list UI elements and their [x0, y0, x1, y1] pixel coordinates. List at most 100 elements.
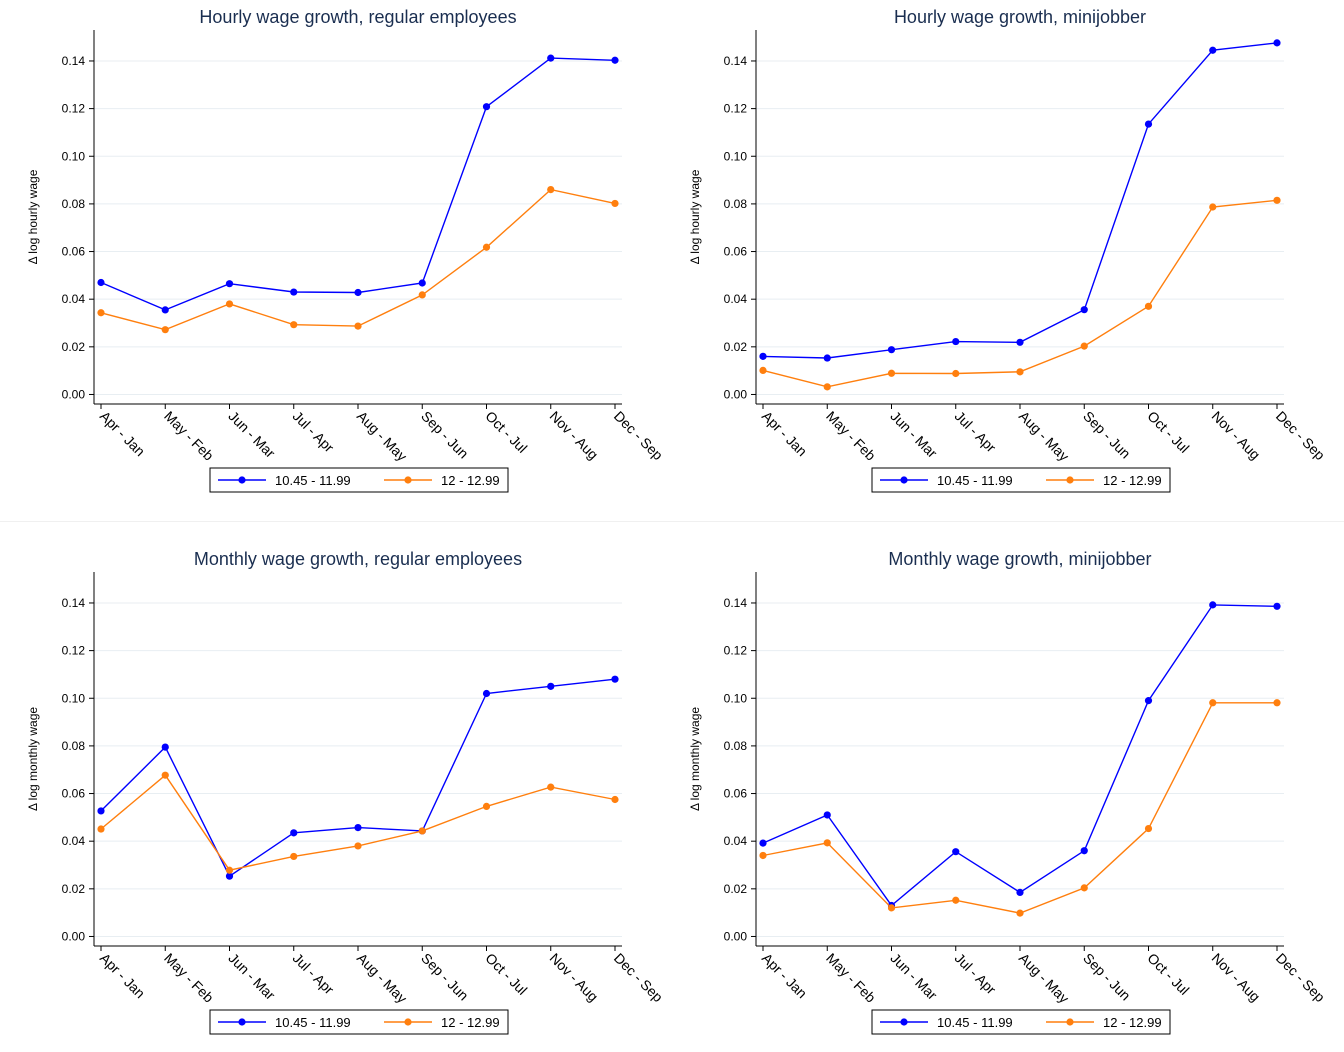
- chart-panel-3: Monthly wage growth, regular employees 0.…: [0, 542, 672, 1047]
- data-point-series-1: [97, 807, 105, 815]
- data-point-series-1: [225, 872, 234, 880]
- y-axis-label: Δ log monthly wage: [26, 707, 40, 811]
- x-tick-label: Aug - May: [354, 950, 410, 1006]
- data-point-series-2: [418, 291, 426, 299]
- y-tick-label: 0.02: [724, 340, 748, 354]
- x-tick-label: Oct - Jul: [1144, 950, 1192, 998]
- data-point-series-1: [1209, 46, 1217, 54]
- legend-label: 10.45 - 11.99: [937, 1015, 1013, 1030]
- x-tick-label: Dec - Sep: [611, 408, 666, 463]
- y-tick-label: 0.12: [62, 644, 86, 658]
- legend-marker: [1066, 476, 1074, 484]
- chart-title: Monthly wage growth, minijobber: [888, 549, 1151, 569]
- x-tick-label: Nov - Aug: [1209, 408, 1264, 463]
- y-tick-label: 0.12: [62, 102, 86, 116]
- chart-panel-2: Hourly wage growth, minijobber 0.00 0.02 0.…: [662, 0, 1334, 505]
- legend-marker: [238, 476, 246, 484]
- data-point-series-2: [1144, 824, 1153, 833]
- data-point-series-1: [547, 682, 555, 690]
- y-tick-label: 0.14: [62, 54, 86, 68]
- legend-marker: [404, 476, 412, 484]
- y-tick-label: 0.14: [724, 596, 748, 610]
- data-point-series-2: [823, 839, 831, 847]
- data-point-series-2: [290, 321, 298, 329]
- chart-title: Hourly wage growth, minijobber: [894, 7, 1146, 27]
- data-point-series-2: [1016, 909, 1024, 917]
- y-tick-label: 0.12: [724, 644, 748, 658]
- data-point-series-2: [611, 199, 619, 208]
- data-point-series-1: [418, 279, 426, 287]
- y-axis-label: Δ log hourly wage: [26, 169, 40, 264]
- x-tick-label: Jun - Mar: [225, 950, 278, 1003]
- x-tick-label: Oct - Jul: [1144, 408, 1192, 456]
- legend-marker: [238, 1018, 246, 1026]
- data-point-series-1: [611, 56, 619, 64]
- x-tick-label: Aug - May: [1016, 408, 1072, 464]
- data-point-series-1: [354, 288, 362, 297]
- x-tick-label: Aug - May: [1016, 950, 1072, 1006]
- data-point-series-1: [611, 675, 619, 683]
- legend-label: 10.45 - 11.99: [275, 473, 351, 488]
- legend: 10.45 - 11.99 12 - 12.99: [209, 1009, 509, 1035]
- data-point-series-1: [1016, 338, 1024, 346]
- chart-title: Hourly wage growth, regular employees: [199, 7, 516, 27]
- legend-label: 12 - 12.99: [1103, 1015, 1162, 1030]
- y-tick-label: 0.04: [724, 834, 748, 848]
- data-point-series-2: [952, 896, 960, 904]
- legend-label: 12 - 12.99: [441, 473, 500, 488]
- data-point-series-2: [611, 795, 619, 804]
- data-point-series-1: [161, 743, 169, 751]
- data-point-series-1: [1273, 602, 1281, 610]
- y-tick-label: 0.04: [62, 292, 86, 306]
- data-point-series-2: [354, 842, 362, 850]
- x-tick-label: Apr - Jan: [97, 408, 148, 459]
- chart-title: Monthly wage growth, regular employees: [194, 549, 522, 569]
- series-line-2: [762, 199, 1278, 388]
- legend-label: 12 - 12.99: [441, 1015, 500, 1030]
- data-point-series-1: [1273, 39, 1281, 47]
- x-tick-label: Apr - Jan: [759, 950, 810, 1001]
- legend-label: 12 - 12.99: [1103, 473, 1162, 488]
- legend-marker: [1066, 1018, 1074, 1026]
- data-point-series-2: [161, 771, 169, 779]
- y-tick-label: 0.00: [62, 929, 86, 943]
- y-tick-label: 0.06: [724, 787, 748, 801]
- series-line-1: [762, 604, 1278, 907]
- y-tick-label: 0.10: [724, 149, 748, 163]
- y-tick-label: 0.02: [724, 882, 748, 896]
- x-tick-label: Nov - Aug: [547, 950, 602, 1005]
- data-point-series-2: [97, 825, 105, 833]
- x-tick-label: Oct - Jul: [482, 408, 530, 456]
- legend-marker: [900, 1018, 908, 1026]
- data-point-series-1: [823, 354, 831, 362]
- data-point-series-2: [952, 369, 960, 378]
- y-tick-label: 0.10: [62, 691, 86, 705]
- data-point-series-1: [759, 352, 767, 360]
- data-point-series-1: [482, 689, 491, 698]
- x-tick-label: Jun - Mar: [225, 408, 278, 461]
- data-point-series-2: [482, 243, 491, 251]
- legend-label: 10.45 - 11.99: [275, 1015, 351, 1030]
- chart-svg: Monthly wage growth, minijobber 0.00 0.02 0…: [688, 549, 1328, 1035]
- data-point-series-1: [97, 278, 105, 287]
- data-point-series-2: [1080, 342, 1088, 350]
- data-point-series-2: [418, 827, 426, 835]
- data-point-series-1: [290, 829, 298, 837]
- x-tick-label: Jul - Apr: [952, 408, 1000, 456]
- data-point-series-2: [354, 322, 362, 330]
- series-line-2: [762, 702, 1277, 914]
- chart-svg: Hourly wage growth, minijobber 0.00 0.02 0.…: [688, 7, 1328, 493]
- data-point-series-1: [1080, 847, 1088, 855]
- y-tick-label: 0.12: [724, 102, 748, 116]
- data-point-series-1: [1209, 601, 1217, 609]
- data-point-series-2: [1273, 699, 1281, 707]
- series-line-2: [100, 774, 616, 871]
- y-tick-label: 0.08: [62, 739, 86, 753]
- data-point-series-1: [1016, 888, 1024, 897]
- y-tick-label: 0.08: [724, 197, 748, 211]
- x-tick-label: Nov - Aug: [1209, 950, 1264, 1005]
- data-point-series-1: [547, 54, 555, 62]
- y-axis-label: Δ log monthly wage: [688, 707, 702, 811]
- data-point-series-2: [1016, 368, 1024, 376]
